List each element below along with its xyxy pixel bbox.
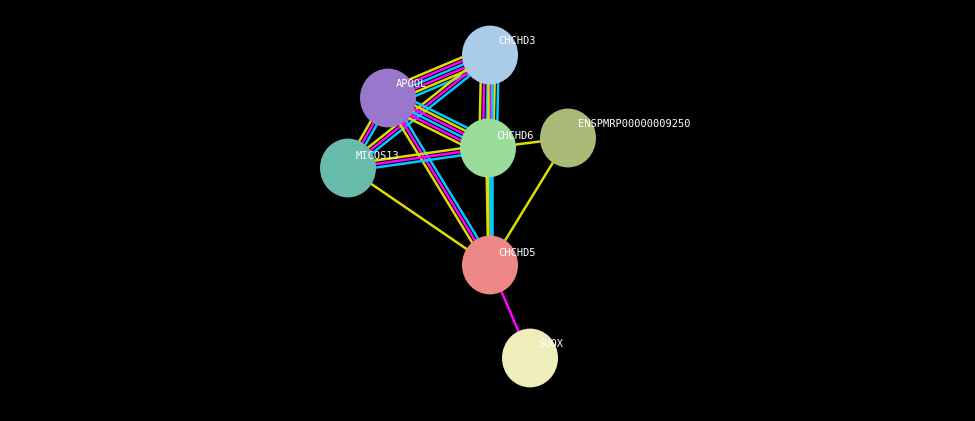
Ellipse shape [462,26,518,84]
Text: CHCHD5: CHCHD5 [498,248,535,258]
Text: APOOL: APOOL [396,79,427,89]
Ellipse shape [502,329,558,387]
Text: ENSPMRP00000009250: ENSPMRP00000009250 [578,119,690,129]
Text: MICOS13: MICOS13 [356,151,400,161]
Ellipse shape [462,236,518,294]
Ellipse shape [320,139,376,197]
Text: CHCHD3: CHCHD3 [498,36,535,46]
Ellipse shape [460,119,516,177]
Ellipse shape [360,69,416,128]
Text: SUOX: SUOX [538,339,563,349]
Ellipse shape [540,109,596,168]
Text: CHCHD6: CHCHD6 [496,131,533,141]
